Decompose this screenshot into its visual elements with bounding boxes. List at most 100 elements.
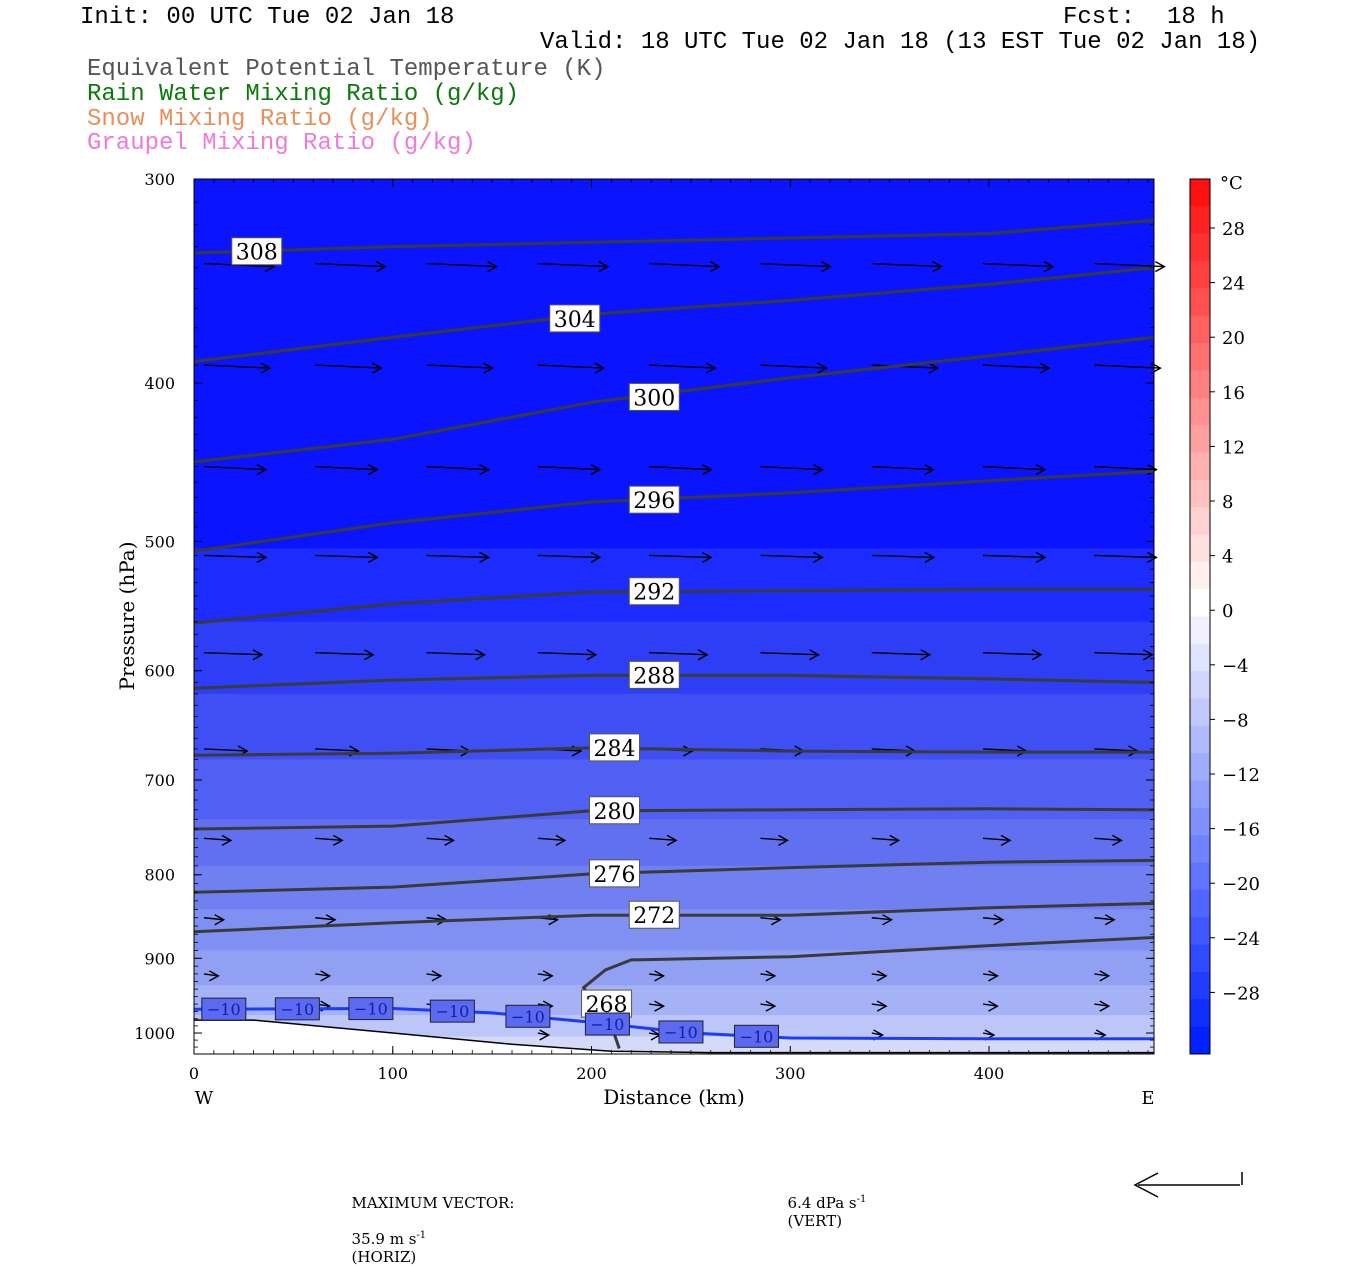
- colorbar-segment: [1190, 944, 1210, 973]
- y-tick-label: 500: [144, 532, 175, 551]
- wind-vector: [426, 260, 498, 273]
- wind-vector: [315, 464, 379, 476]
- wind-vector: [203, 970, 220, 982]
- colorbar-segment: [1190, 889, 1210, 918]
- x-tick-label: 300: [775, 1064, 806, 1083]
- wind-vector: [315, 551, 379, 564]
- terrain-area: [194, 1020, 1154, 1054]
- temp-label-box: [584, 1012, 630, 1036]
- plot-frame: [193, 178, 1155, 1055]
- temp-label-minus10: −10: [207, 1000, 241, 1019]
- colorbar-segment: [1190, 807, 1210, 836]
- temp-label-box: [505, 1004, 551, 1028]
- colorbar-label: −12: [1222, 765, 1260, 786]
- wind-vector: [1094, 834, 1123, 846]
- wind-vector: [1094, 970, 1111, 982]
- axis-layer: 300 400 500 600 700 800 900 1000 0 100 200 300 400 W E…: [115, 170, 1155, 1109]
- footer-max-vector: MAXIMUM VECTOR: 35.9 m s-1 (HORIZ): [342, 1176, 515, 1266]
- wind-vector: [982, 1000, 999, 1012]
- wind-vector: [315, 970, 332, 982]
- temp-label-box: [274, 997, 320, 1021]
- y-tick-label: 400: [144, 374, 175, 393]
- colorbar-label: −8: [1222, 710, 1249, 731]
- contour-label-272: 272: [633, 904, 675, 929]
- temp-label-box: [733, 1024, 779, 1048]
- theta-e-contour-layer: [193, 218, 1155, 1049]
- wind-vector: [649, 464, 713, 476]
- colorbar-frame: [1189, 178, 1211, 1055]
- wind-vector: [982, 970, 999, 982]
- colorbar-label: −20: [1222, 874, 1260, 895]
- wind-vector: [760, 970, 777, 982]
- wind-vector: [426, 464, 490, 476]
- temp-label-minus10: −10: [664, 1023, 698, 1042]
- wind-vector: [649, 260, 721, 273]
- wind-vector: [871, 914, 894, 926]
- wind-vector: [983, 649, 1043, 661]
- wind-vector: [1094, 551, 1158, 564]
- contour-label-box: [231, 237, 283, 266]
- theta-e-contour-288: [193, 673, 1155, 690]
- contour-label-300: 300: [633, 386, 675, 411]
- wind-vector: [871, 1000, 888, 1012]
- wind-vector: [760, 551, 824, 564]
- theta-e-contour-296: [193, 469, 1155, 553]
- wind-vector: [983, 551, 1047, 564]
- wind-vector: [537, 970, 554, 982]
- colorbar-unit: °C: [1220, 173, 1243, 194]
- wind-vector: [537, 649, 598, 661]
- wind-vector: [760, 362, 828, 374]
- temp-label-box: [658, 1020, 704, 1044]
- contour-label-box: [628, 485, 680, 514]
- x-tick-label: 400: [974, 1064, 1005, 1083]
- contour-label-280: 280: [594, 800, 636, 825]
- temp-label-box: [429, 999, 475, 1023]
- wind-vector: [760, 649, 820, 661]
- theta-e-contour-284: [193, 746, 1154, 757]
- contour-label-288: 288: [633, 664, 675, 689]
- colorbar-segment: [1190, 753, 1210, 781]
- wind-vector: [649, 362, 717, 374]
- max-vector-label: MAXIMUM VECTOR:: [351, 1194, 515, 1212]
- wind-vector: [315, 260, 387, 273]
- wind-vector: [426, 970, 443, 982]
- wind-vector: [426, 551, 490, 564]
- colorbar-label: 24: [1222, 274, 1245, 295]
- theta-e-contour-304: [193, 266, 1155, 363]
- colorbar-segment: [1190, 862, 1210, 891]
- colorbar-segment: [1190, 233, 1210, 262]
- wind-vector: [871, 464, 936, 476]
- footer-vert-vector: 6.4 dPa s-1 (VERT): [778, 1176, 867, 1230]
- theta-e-contour-308: [193, 218, 1155, 255]
- contour-label-304: 304: [554, 308, 596, 333]
- temperature-band: [194, 985, 1154, 1016]
- colorbar-segment: [1190, 397, 1210, 426]
- colorbar-label: −24: [1222, 929, 1260, 950]
- wind-vector: [983, 464, 1047, 476]
- wind-vector: [760, 260, 832, 273]
- y-tick-label: 800: [144, 866, 175, 885]
- wind-vector: [537, 260, 610, 273]
- colorbar-segment: [1190, 315, 1210, 344]
- horiz-tag: (HORIZ): [351, 1248, 417, 1266]
- wind-vector: [426, 649, 486, 661]
- y-tick-label: 600: [144, 662, 175, 681]
- colorbar-segment: [1190, 479, 1210, 508]
- wind-vector: [649, 551, 713, 564]
- contour-label-box: [589, 859, 641, 888]
- colorbar-label: 0: [1222, 601, 1233, 622]
- theta-e-contour-272: [193, 901, 1155, 934]
- y-tick-label: 900: [144, 949, 175, 968]
- temp-label-minus10: −10: [740, 1027, 774, 1046]
- colorbar-segment: [1190, 780, 1210, 809]
- theta-e-contour-280: [193, 807, 1155, 831]
- vert-tag: (VERT): [787, 1212, 843, 1230]
- temp-label-minus10: −10: [436, 1002, 470, 1021]
- colorbar-label: 28: [1222, 219, 1245, 240]
- theta-e-contour-300: [193, 335, 1155, 464]
- legend-rain-water: Rain Water Mixing Ratio (g/kg): [87, 81, 520, 108]
- colorbar-label: 8: [1222, 492, 1233, 513]
- colorbar-segment: [1190, 698, 1210, 727]
- wind-vector: [649, 649, 709, 661]
